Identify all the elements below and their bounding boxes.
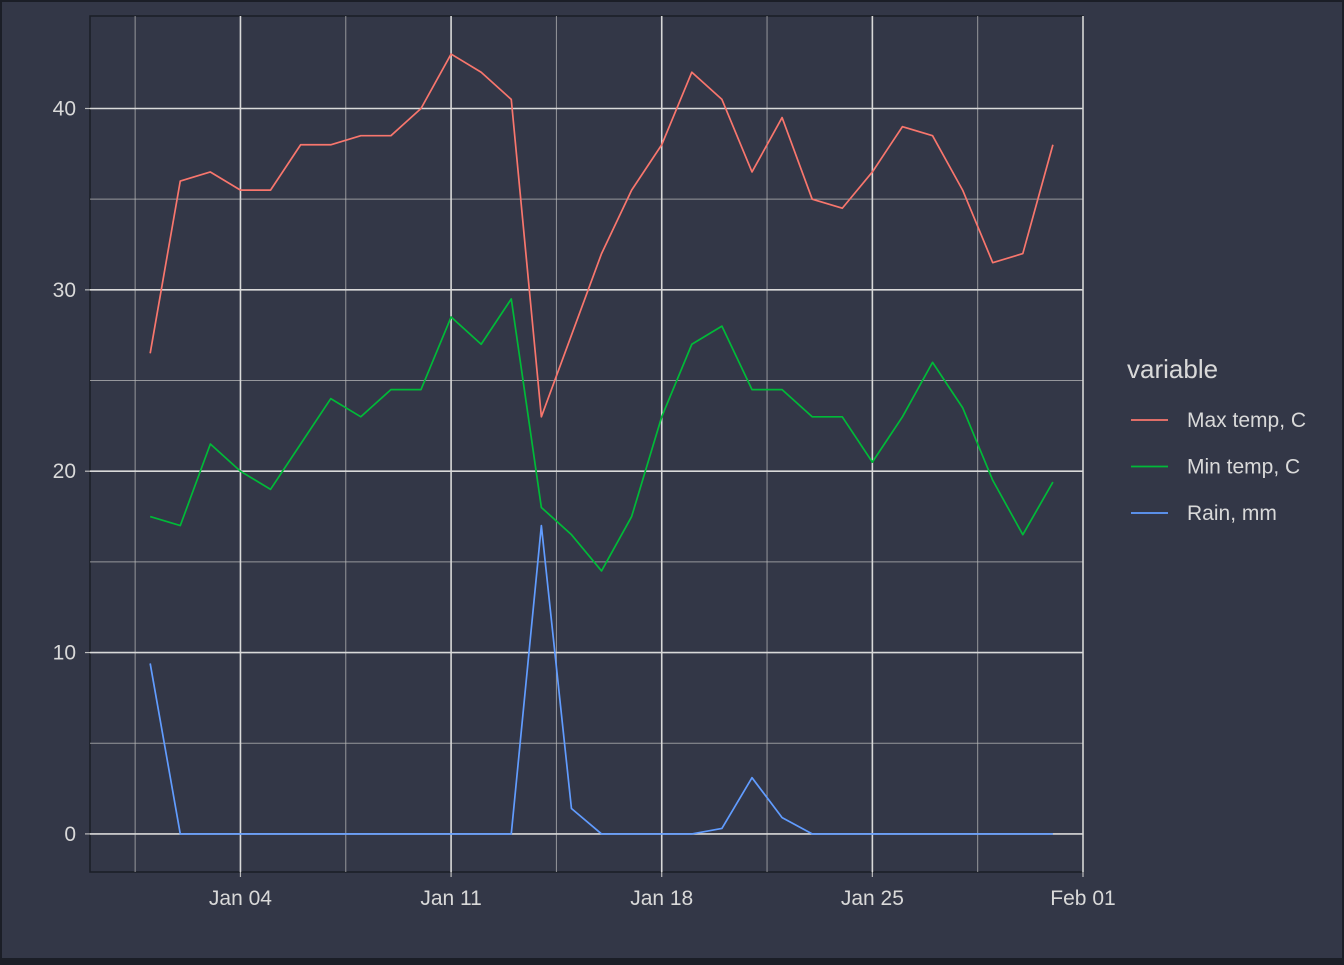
legend-title: variable [1127, 354, 1218, 384]
y-tick-label: 40 [53, 97, 76, 120]
axes: 0 10 20 30 40 Jan 04 Jan 11 Jan 18 Jan 25 Feb 01 [53, 97, 1116, 910]
y-tick-label: 0 [64, 823, 76, 846]
series-line-min-temp-c [149, 298, 1054, 572]
y-tick-label: 20 [53, 460, 76, 483]
series-lines [149, 53, 1054, 835]
x-tick-label: Jan 11 [420, 887, 482, 910]
y-tick-label: 10 [53, 642, 76, 665]
series-line-rain-mm [149, 524, 1053, 835]
legend-label-min-temp-c: Min temp, C [1187, 456, 1300, 479]
y-tick-label: 30 [53, 279, 76, 302]
legend-label-max-temp-c: Max temp, C [1187, 409, 1306, 432]
legend: variable Max temp, C Min temp, C Rain, mm [1127, 354, 1306, 525]
x-tick-label: Jan 25 [841, 887, 904, 910]
x-tick-label: Feb 01 [1050, 887, 1115, 910]
x-tick-label: Jan 04 [209, 887, 272, 910]
series-line-max-temp-c [149, 53, 1054, 418]
legend-label-rain-mm: Rain, mm [1187, 502, 1277, 525]
x-tick-label: Jan 18 [630, 887, 693, 910]
